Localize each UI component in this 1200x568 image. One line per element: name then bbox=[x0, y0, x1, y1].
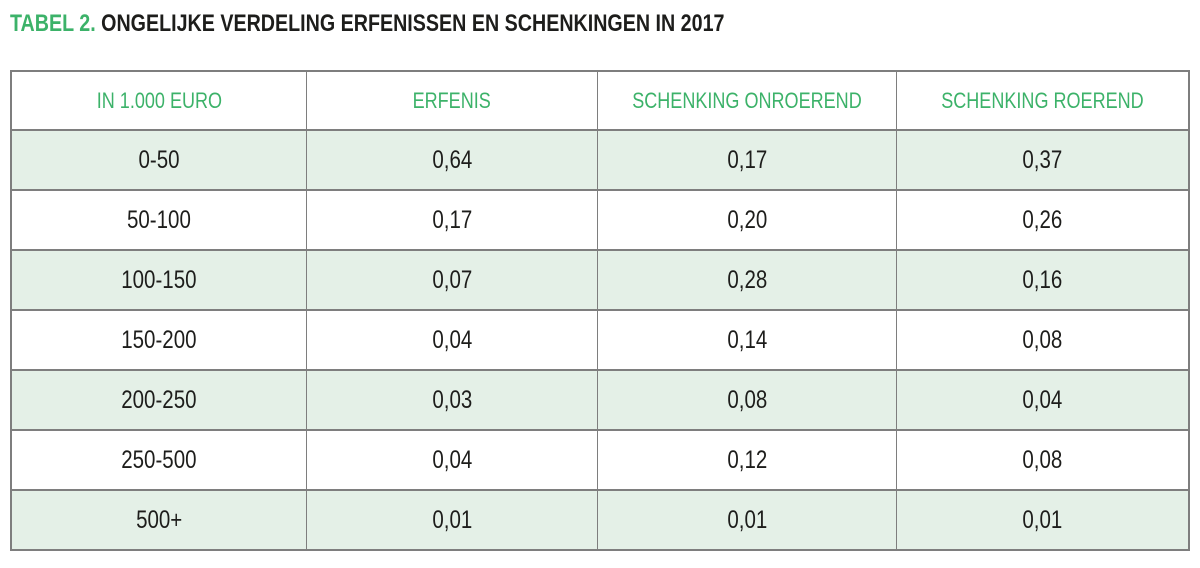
value-cell: 0,01 bbox=[306, 489, 599, 551]
range-cell: 150-200 bbox=[10, 309, 308, 371]
value-cell: 0,07 bbox=[306, 249, 599, 311]
value-cell: 0,08 bbox=[597, 369, 898, 431]
data-table: IN 1.000 EURO ERFENIS SCHENKING ONROEREN… bbox=[10, 70, 1190, 551]
value-cell: 0,14 bbox=[597, 309, 898, 371]
value-cell: 0,20 bbox=[597, 189, 898, 251]
table-caption: TABEL 2. ONGELIJKE VERDELING ERFENISSEN … bbox=[10, 10, 881, 38]
value-cell: 0,12 bbox=[597, 429, 898, 491]
range-cell: 250-500 bbox=[10, 429, 308, 491]
value-cell: 0,28 bbox=[597, 249, 898, 311]
table-row: 0-50 0,64 0,17 0,37 bbox=[10, 129, 1190, 191]
value-cell: 0,16 bbox=[896, 249, 1190, 311]
table-row: 500+ 0,01 0,01 0,01 bbox=[10, 489, 1190, 551]
value-cell: 0,17 bbox=[306, 189, 599, 251]
range-cell: 200-250 bbox=[10, 369, 308, 431]
header-row: IN 1.000 EURO ERFENIS SCHENKING ONROEREN… bbox=[10, 70, 1190, 131]
value-cell: 0,64 bbox=[306, 129, 599, 191]
value-cell: 0,37 bbox=[896, 129, 1190, 191]
table-row: 200-250 0,03 0,08 0,04 bbox=[10, 369, 1190, 431]
value-cell: 0,04 bbox=[306, 309, 599, 371]
value-cell: 0,08 bbox=[896, 309, 1190, 371]
value-cell: 0,03 bbox=[306, 369, 599, 431]
column-header-schenking-onroerend: SCHENKING ONROEREND bbox=[597, 70, 898, 131]
caption-title: ONGELIJKE VERDELING ERFENISSEN EN SCHENK… bbox=[95, 10, 725, 37]
value-cell: 0,08 bbox=[896, 429, 1190, 491]
range-cell: 500+ bbox=[10, 489, 308, 551]
table-row: 250-500 0,04 0,12 0,08 bbox=[10, 429, 1190, 491]
table-row: 100-150 0,07 0,28 0,16 bbox=[10, 249, 1190, 311]
table-row: 50-100 0,17 0,20 0,26 bbox=[10, 189, 1190, 251]
column-header-range: IN 1.000 EURO bbox=[10, 70, 308, 131]
caption-label: TABEL 2. bbox=[10, 10, 96, 37]
value-cell: 0,26 bbox=[896, 189, 1190, 251]
value-cell: 0,04 bbox=[306, 429, 599, 491]
value-cell: 0,17 bbox=[597, 129, 898, 191]
column-header-erfenis: ERFENIS bbox=[306, 70, 599, 131]
table-row: 150-200 0,04 0,14 0,08 bbox=[10, 309, 1190, 371]
column-header-schenking-roerend: SCHENKING ROEREND bbox=[896, 70, 1190, 131]
range-cell: 0-50 bbox=[10, 129, 308, 191]
value-cell: 0,01 bbox=[896, 489, 1190, 551]
value-cell: 0,01 bbox=[597, 489, 898, 551]
range-cell: 50-100 bbox=[10, 189, 308, 251]
range-cell: 100-150 bbox=[10, 249, 308, 311]
value-cell: 0,04 bbox=[896, 369, 1190, 431]
